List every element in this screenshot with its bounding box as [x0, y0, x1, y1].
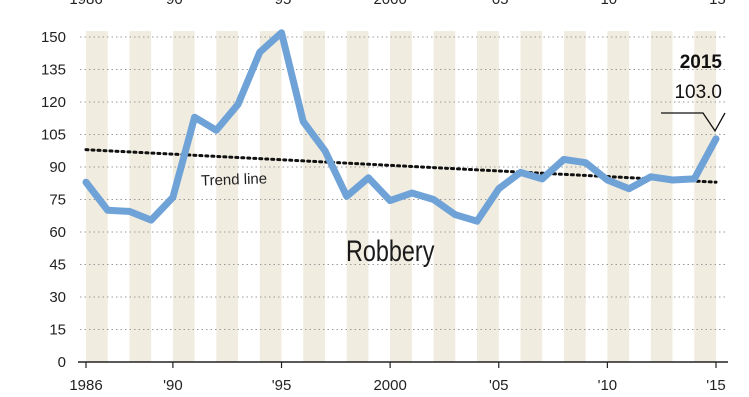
y-tick-label: 75 — [49, 192, 66, 209]
year-band — [477, 31, 499, 362]
year-band — [607, 31, 630, 362]
x-axis: 1986 '90 '95 2000 '05 '10 '15 — [69, 362, 726, 394]
trend-line — [84, 148, 718, 184]
callout-pointer — [661, 112, 726, 133]
top-x-tick-label: '15 — [706, 0, 726, 8]
top-x-tick-label: '95 — [272, 0, 292, 8]
top-x-tick-label: '90 — [163, 0, 183, 8]
year-band — [650, 31, 673, 362]
series-label-robbery: Robbery — [346, 234, 435, 267]
y-tick-label: 45 — [49, 257, 66, 274]
x-tick-label: 2000 — [373, 377, 406, 394]
year-band — [216, 31, 239, 362]
trend-line-label: Trend line — [201, 170, 268, 189]
y-tick-label: 60 — [49, 224, 66, 241]
year-band — [259, 31, 282, 362]
callout-year: 2015 — [680, 52, 723, 73]
year-band — [172, 31, 195, 362]
y-tick-label: 150 — [41, 29, 66, 46]
x-tick-label: '90 — [163, 377, 183, 394]
top-x-axis: 1986 '90 '95 2000 '05 '10 '15 — [69, 0, 725, 8]
y-tick-label: 0 — [58, 354, 66, 371]
top-x-tick-label: 2000 — [373, 0, 406, 8]
year-band — [433, 31, 456, 362]
year-band — [129, 31, 152, 362]
year-band — [520, 31, 543, 362]
y-axis: 0 15 30 45 60 75 90 105 120 135 150 — [41, 29, 66, 371]
top-x-tick-label: '10 — [598, 0, 618, 8]
year-bands — [86, 31, 716, 362]
x-tick-label: '15 — [706, 377, 726, 394]
y-tick-label: 120 — [41, 94, 66, 111]
x-tick-label: 1986 — [69, 377, 102, 394]
callout-value: 103.0 — [674, 82, 722, 103]
top-x-tick-label: '05 — [489, 0, 509, 8]
y-tick-label: 105 — [41, 127, 66, 144]
y-tick-label: 90 — [49, 159, 66, 176]
y-tick-label: 15 — [49, 322, 66, 339]
year-band — [694, 31, 716, 362]
y-tick-label: 30 — [49, 289, 66, 306]
x-tick-label: '05 — [489, 377, 509, 394]
year-band — [563, 31, 586, 362]
year-band — [303, 31, 325, 362]
x-tick-label: '10 — [598, 377, 618, 394]
top-x-tick-label: 1986 — [69, 0, 102, 8]
series-line-robbery — [82, 29, 720, 225]
x-tick-label: '95 — [272, 377, 292, 394]
y-tick-label: 135 — [41, 62, 66, 79]
year-band — [346, 31, 369, 362]
